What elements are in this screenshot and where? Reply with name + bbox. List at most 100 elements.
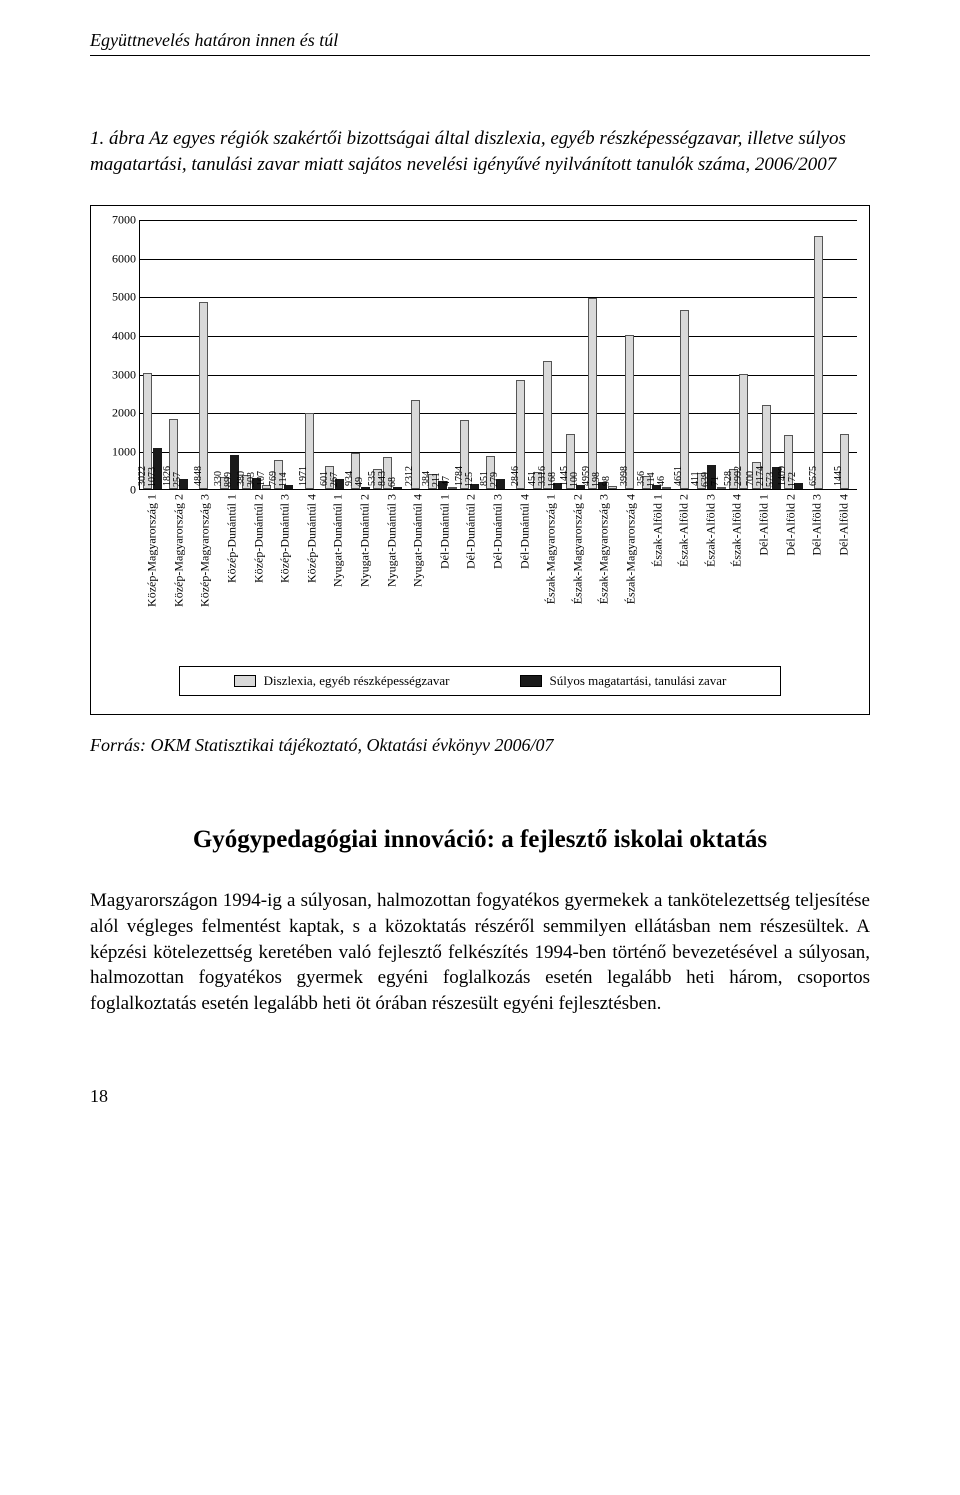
running-head: Együttnevelés határon innen és túl: [90, 30, 870, 56]
bar: 114: [284, 485, 293, 489]
bar-value-label: 4651: [674, 466, 684, 486]
y-axis-tick-label: 7000: [96, 213, 136, 228]
x-axis-category-label: Dél-Alföld 1: [756, 494, 771, 556]
chart-legend: Diszlexia, egyéb részképességzavar Súlyo…: [179, 666, 781, 696]
bar-group: 93449: [348, 220, 374, 489]
bar: 257: [179, 479, 188, 489]
bar: 2312: [411, 400, 420, 489]
x-axis-category-label: Közép-Dunántúl 3: [278, 494, 293, 583]
body-paragraph: Magyarországon 1994-ig a súlyosan, halmo…: [90, 888, 870, 1016]
bar-value-label: 573: [766, 472, 776, 487]
bar: 279: [496, 479, 505, 490]
page: Együttnevelés határon innen és túl 1. áb…: [0, 0, 960, 1147]
legend-item: Súlyos magatartási, tanulási zavar: [520, 673, 727, 689]
bar-group: 769114: [271, 220, 297, 489]
bar-value-label: 257: [173, 472, 183, 487]
x-axis-category-label: Észak-Magyarország 2: [570, 494, 585, 604]
x-axis-category-label: Dél-Alföld 3: [810, 494, 825, 556]
bar-group: 1971: [297, 220, 323, 489]
chart-frame: 0100020003000400050006000700030221073182…: [90, 205, 870, 715]
bar-value-label: 2992: [734, 466, 744, 486]
x-axis-category-label: Nyugat-Dunántúl 2: [358, 494, 373, 587]
y-axis-tick-label: 1000: [96, 444, 136, 459]
x-axis-category-label: Dél-Dunántúl 3: [491, 494, 506, 569]
figure-caption: 1. ábra Az egyes régiók szakértői bizott…: [90, 126, 870, 177]
bar-group: 601267: [322, 220, 348, 489]
bar-group: 4513316168: [533, 220, 562, 489]
bar-value-label: 1445: [834, 466, 844, 486]
bar: 100: [576, 485, 585, 489]
bar-group: 330899: [217, 220, 243, 489]
bar-group: 4848: [191, 220, 217, 489]
bar: 3316: [543, 361, 552, 489]
bar-group: 35611446: [642, 220, 671, 489]
bar: 6575: [814, 236, 823, 490]
y-axis-tick-label: 4000: [96, 328, 136, 343]
legend-label: Diszlexia, egyéb részképességzavar: [264, 673, 450, 689]
bar-value-label: 279: [490, 472, 500, 487]
y-axis-tick-label: 0: [96, 483, 136, 498]
bar: 3998: [625, 335, 634, 489]
x-axis-category-label: Észak-Alföld 4: [730, 494, 745, 567]
bar-group: 53584368: [373, 220, 402, 489]
bar-value-label: 267: [330, 472, 340, 487]
bar-value-label: 3998: [620, 466, 630, 486]
x-axis-category-label: Nyugat-Dunántúl 1: [331, 494, 346, 587]
y-axis-tick-label: 3000: [96, 367, 136, 382]
x-axis-category-label: Dél-Alföld 4: [836, 494, 851, 556]
bar-value-label: 71: [711, 476, 721, 486]
bar-group: 1409172: [781, 220, 807, 489]
bar-value-label: 1971: [299, 466, 309, 486]
bar-group: 380303107: [242, 220, 271, 489]
bar: 49: [361, 487, 370, 489]
bar-value-label: 2846: [511, 466, 521, 486]
bar: 46: [662, 487, 671, 489]
section-heading: Gyógypedagógiai innováció: a fejlesztő i…: [90, 826, 870, 854]
x-axis-category-label: Észak-Alföld 2: [677, 494, 692, 567]
x-axis-category-label: Észak-Magyarország 3: [597, 494, 612, 604]
bar-group: 6575: [806, 220, 832, 489]
x-axis-category-label: Közép-Dunántúl 4: [304, 494, 319, 583]
x-axis-category-label: Dél-Alföld 2: [783, 494, 798, 556]
bar-group: 38421147: [428, 220, 457, 489]
bar: 71: [717, 487, 726, 490]
bar-value-label: 100: [570, 472, 580, 487]
x-axis-category-label: Észak-Magyarország 4: [623, 494, 638, 604]
x-axis-category-label: Közép-Magyarország 2: [171, 494, 186, 607]
bar-value-label: 125: [465, 472, 475, 487]
chart-plot-area: 0100020003000400050006000700030221073182…: [139, 220, 857, 490]
bar: 172: [794, 483, 803, 490]
bar-group: 4651: [671, 220, 697, 489]
bar: 47: [448, 487, 457, 489]
bar: 1445: [840, 434, 849, 490]
bar: 1971: [305, 413, 314, 489]
x-axis-category-label: Közép-Dunántúl 1: [225, 494, 240, 583]
x-axis-category-label: Észak-Alföld 3: [703, 494, 718, 567]
bar-value-label: 68: [388, 477, 398, 487]
x-axis-category-label: Közép-Dunántúl 2: [251, 494, 266, 583]
bar: 98: [608, 486, 617, 490]
bar: 2846: [516, 380, 525, 490]
bar-value-label: 107: [257, 471, 267, 486]
bar-value-label: 4848: [194, 466, 204, 486]
bar-group: 1445100: [562, 220, 588, 489]
x-axis-category-label: Közép-Magyarország 3: [198, 494, 213, 607]
bar-group: 851279: [482, 220, 508, 489]
bar-value-label: 114: [279, 473, 289, 488]
bar-group: 2312: [402, 220, 428, 489]
bar: 4959: [588, 298, 597, 489]
y-axis-tick-label: 2000: [96, 406, 136, 421]
bar-group: 495919898: [588, 220, 617, 489]
bar-value-label: 46: [657, 476, 667, 486]
legend-swatch-dark: [520, 675, 542, 687]
legend-swatch-light: [234, 675, 256, 687]
bar-group: 30221073: [140, 220, 166, 489]
bar: 4651: [680, 310, 689, 489]
bar-group: 5282992: [726, 220, 752, 489]
bar-value-label: 1073: [148, 467, 158, 487]
bar-value-label: 899: [224, 472, 234, 487]
bar: 68: [393, 487, 402, 490]
x-axis-category-label: Észak-Magyarország 1: [544, 494, 559, 604]
bar-group: 3998: [617, 220, 643, 489]
bar-value-label: 98: [602, 476, 612, 486]
